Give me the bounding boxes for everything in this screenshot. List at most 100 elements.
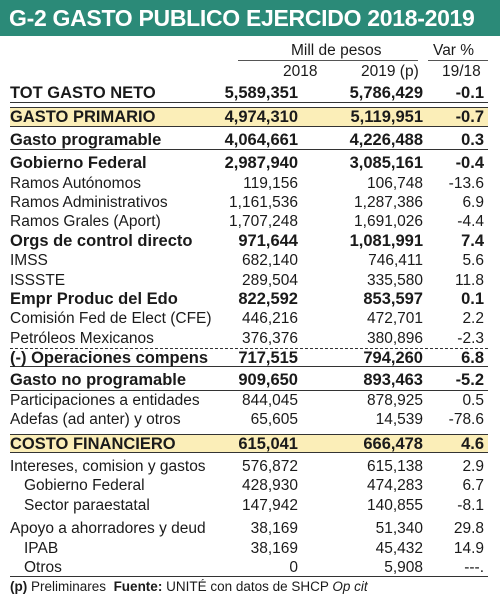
- value-var: -78.6: [448, 411, 484, 429]
- value-2019: 615,138: [366, 458, 423, 476]
- table-row: Comisión Fed de Elect (CFE) 446,216 472,…: [10, 309, 488, 328]
- table-row: Gasto no programable 909,650 893,463 -5.…: [10, 371, 488, 391]
- footer-divider: [10, 576, 488, 577]
- value-2018: 682,140: [241, 252, 298, 270]
- units-header: Mill de pesos: [291, 42, 382, 59]
- value-var: ---.: [464, 558, 484, 576]
- value-var: 0.3: [461, 130, 484, 149]
- table-row: Participaciones a entidades 844,045 878,…: [10, 391, 488, 410]
- value-var: -4.4: [457, 213, 484, 231]
- value-2018: 971,644: [238, 231, 298, 250]
- value-var: -0.1: [455, 84, 484, 102]
- value-2018: 446,216: [241, 310, 298, 328]
- value-2018: 1,707,248: [229, 213, 298, 231]
- row-label: ISSSTE: [10, 271, 66, 289]
- row-label: Sector paraestatal: [24, 496, 150, 514]
- value-2019: 4,226,488: [349, 130, 423, 149]
- row-label: Ramos Administrativos: [10, 193, 168, 211]
- row-label: COSTO FINANCIERO: [10, 434, 176, 453]
- value-2019: 5,908: [384, 558, 423, 576]
- value-2019: 5,119,951: [350, 108, 424, 127]
- value-2019: 1,691,026: [354, 213, 423, 231]
- value-var: -2.3: [457, 329, 484, 347]
- row-label: Ramos Autónomos: [10, 174, 141, 192]
- units-underline: [238, 60, 418, 61]
- value-2019: 14,539: [375, 411, 423, 429]
- value-var: 2.2: [462, 310, 484, 328]
- row-label: Petróleos Mexicanos: [10, 329, 154, 347]
- table-row: Ramos Administrativos 1,161,536 1,287,38…: [10, 193, 488, 212]
- value-var: -8.1: [457, 496, 484, 514]
- table-row: Empr Produc del Edo 822,592 853,597 0.1: [10, 290, 488, 309]
- table-row: Ramos Grales (Aport) 1,707,248 1,691,026…: [10, 212, 488, 231]
- row-label: Ramos Grales (Aport): [10, 213, 161, 231]
- value-var: 2.9: [462, 458, 484, 476]
- value-var: 0.1: [461, 289, 484, 308]
- value-2018: 576,872: [241, 458, 298, 476]
- value-2019: 51,340: [375, 520, 423, 538]
- source-tail: Op cit: [332, 579, 368, 594]
- value-2018: 909,650: [238, 371, 298, 390]
- table-row: Gasto programable 4,064,661 4,226,488 0.…: [10, 130, 488, 151]
- value-2018: 4,974,310: [224, 108, 298, 127]
- value-2019: 335,580: [366, 271, 423, 289]
- row-label: Orgs de control directo: [10, 231, 193, 250]
- table-row: Apoyo a ahorradores y deud 38,169 51,340…: [10, 519, 488, 538]
- value-2018: 65,605: [250, 411, 298, 429]
- value-2018: 376,376: [241, 329, 298, 347]
- value-2019: 794,260: [363, 349, 423, 368]
- value-var: 11.8: [454, 271, 484, 289]
- source-text: UNITÉ con datos de SHCP: [166, 579, 329, 594]
- value-2018: 615,041: [238, 434, 298, 453]
- row-label: Adefas (ad anter) y otros: [10, 411, 181, 429]
- row-label: Gobierno Federal: [10, 154, 147, 173]
- source-label: Fuente:: [113, 579, 163, 594]
- row-label: Gobierno Federal: [24, 477, 145, 495]
- table-row: Adefas (ad anter) y otros 65,605 14,539 …: [10, 410, 488, 429]
- row-label: Intereses, comision y gastos: [10, 458, 206, 476]
- value-2018: 289,504: [241, 271, 298, 289]
- value-var: -13.6: [448, 174, 484, 192]
- value-var: 14.9: [453, 539, 484, 557]
- table-title: G-2 GASTO PUBLICO EJERCIDO 2018-2019: [0, 0, 500, 36]
- value-var: -5.2: [455, 371, 484, 390]
- value-2018: 2,987,940: [224, 154, 298, 173]
- row-label: TOT GASTO NETO: [10, 84, 156, 102]
- table-row: Intereses, comision y gastos 576,872 615…: [10, 457, 488, 476]
- value-2019: 106,748: [366, 174, 423, 192]
- value-2018: 38,169: [250, 520, 298, 538]
- value-2019: 380,896: [366, 329, 423, 347]
- table-body: TOT GASTO NETO 5,589,351 5,786,429 -0.1 …: [10, 84, 488, 577]
- var-underline: [428, 60, 488, 61]
- value-var: 6.7: [462, 477, 484, 495]
- preliminary-mark: (p): [10, 579, 28, 594]
- table-row: (-) Operaciones compens 717,515 794,260 …: [10, 348, 488, 368]
- table-row: COSTO FINANCIERO 615,041 666,478 4.6: [10, 433, 488, 454]
- value-2019: 474,283: [366, 477, 423, 495]
- value-2018: 717,515: [238, 349, 298, 368]
- value-var: 6.8: [461, 349, 484, 368]
- table-row: Otros 0 5,908 ---.: [10, 558, 488, 577]
- table-row: Gobierno Federal 2,987,940 3,085,161 -0.…: [10, 154, 488, 173]
- footer-note: (p) Preliminares Fuente: UNITÉ con datos…: [10, 579, 490, 594]
- table-row: Ramos Autónomos 119,156 106,748 -13.6: [10, 174, 488, 193]
- row-label: Apoyo a ahorradores y deud: [10, 520, 206, 538]
- table-row: Petróleos Mexicanos 376,376 380,896 -2.3: [10, 329, 488, 348]
- value-var: 7.4: [461, 231, 484, 250]
- value-var: 6.9: [462, 193, 484, 211]
- row-label: Empr Produc del Edo: [10, 289, 178, 308]
- value-2019: 666,478: [363, 434, 423, 453]
- value-2018: 4,064,661: [224, 130, 298, 149]
- col-2019-header: 2019 (p): [361, 63, 419, 80]
- value-2018: 844,045: [241, 391, 298, 409]
- col-2018-header: 2018: [283, 63, 318, 80]
- value-2018: 5,589,351: [224, 84, 298, 102]
- value-var: 29.8: [453, 520, 484, 538]
- value-2019: 746,411: [368, 252, 423, 270]
- value-2019: 45,432: [375, 539, 423, 557]
- table-row: Sector paraestatal 147,942 140,855 -8.1: [10, 496, 488, 515]
- value-2019: 893,463: [363, 371, 423, 390]
- value-2019: 1,081,991: [349, 231, 423, 250]
- value-var: -0.7: [455, 108, 484, 127]
- row-label: Comisión Fed de Elect (CFE): [10, 310, 212, 328]
